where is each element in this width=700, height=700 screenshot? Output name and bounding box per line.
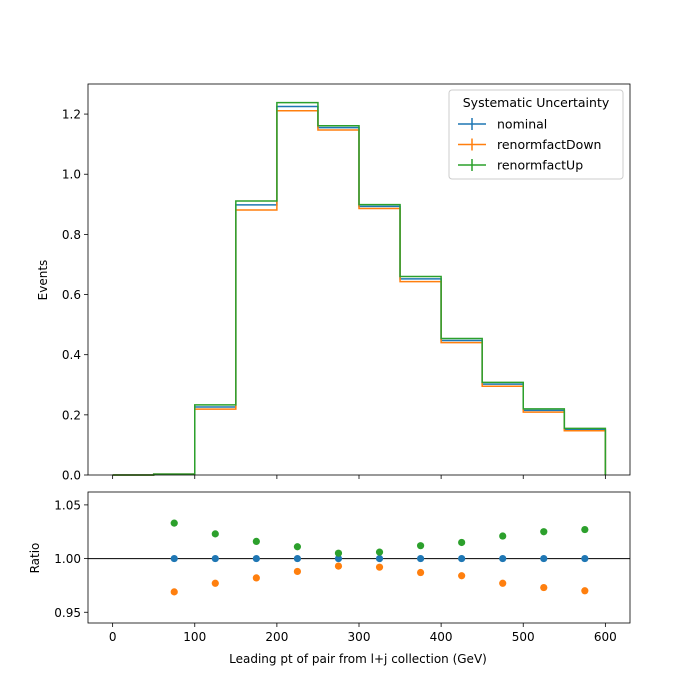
ratio-point-nominal	[416, 554, 425, 563]
ratio-point-nominal	[581, 554, 589, 563]
main-y-ticks: 0.0 0.2 0.4 0.6 0.8 1.0 1.2	[62, 108, 88, 483]
ratio-point-nominal	[499, 554, 507, 563]
main-y-tick-label: 0.0	[62, 469, 81, 483]
legend: Systematic Uncertainty nominal renormfact…	[448, 89, 624, 180]
legend-frame	[448, 89, 624, 180]
ratio-x-tick-label: 500	[512, 630, 535, 644]
ratio-point-renormfactUp	[170, 519, 178, 527]
main-y-tick-label: 0.4	[62, 348, 81, 362]
ratio-point-renormfactDown	[416, 568, 425, 577]
ratio-point-nominal	[252, 554, 260, 563]
legend-label-nominal: nominal	[497, 117, 547, 132]
ratio-y-tick-label: 1.00	[54, 552, 81, 566]
ratio-point-renormfactDown	[458, 572, 466, 580]
ratio-x-tick-label: 200	[265, 630, 288, 644]
legend-entries: nominal renormfactDown renormfactUp	[458, 117, 601, 173]
main-y-tick-label: 0.6	[62, 288, 81, 302]
ratio-point-renormfactDown	[293, 567, 302, 576]
ratio-point-renormfactUp	[540, 528, 548, 536]
ratio-point-nominal	[375, 554, 384, 563]
ratio-point-renormfactDown	[252, 574, 260, 582]
ratio-point-nominal	[540, 554, 548, 563]
ratio-point-renormfactUp	[499, 532, 507, 540]
ratio-point-renormfactUp	[293, 543, 302, 551]
ratio-point-nominal	[211, 554, 219, 563]
ratio-point-renormfactUp	[458, 538, 466, 547]
main-y-tick-label: 1.2	[62, 108, 81, 122]
ratio-point-nominal	[458, 554, 466, 563]
ratio-point-renormfactDown	[499, 579, 507, 587]
ratio-x-tick-label: 0	[109, 630, 117, 644]
ratio-point-renormfactUp	[581, 525, 589, 534]
ratio-point-nominal	[334, 554, 343, 563]
main-y-axis-label: Events	[36, 260, 50, 301]
main-y-tick-label: 1.0	[62, 168, 81, 182]
ratio-point-nominal	[293, 554, 302, 563]
ratio-point-renormfactDown	[581, 587, 589, 595]
ratio-y-tick-label: 1.05	[54, 498, 81, 512]
main-series-group	[112, 101, 607, 476]
legend-title: Systematic Uncertainty	[463, 95, 610, 110]
ratio-point-renormfactDown	[334, 562, 343, 570]
legend-label-renormfactUp: renormfactUp	[497, 158, 583, 173]
ratio-x-tick-label: 100	[183, 630, 206, 644]
x-axis-label: Leading pt of pair from l+j collection (…	[229, 652, 487, 666]
ratio-y-axis-label: Ratio	[28, 543, 42, 574]
ratio-point-renormfactUp	[252, 537, 260, 545]
ratio-series-group	[88, 519, 630, 596]
ratio-y-ticks: 0.95 1.00 1.05	[54, 498, 88, 620]
ratio-x-tick-label: 300	[348, 630, 371, 644]
ratio-y-tick-label: 0.95	[54, 606, 81, 620]
main-x-ticks	[112, 475, 606, 479]
main-panel: 0.0 0.2 0.4 0.6 0.8 1.0 1.2 Events Systematic …	[36, 83, 631, 483]
main-y-tick-label: 0.8	[62, 228, 81, 242]
ratio-x-tick-label: 400	[430, 630, 453, 644]
ratio-point-renormfactUp	[334, 549, 343, 557]
main-y-tick-label: 0.2	[62, 408, 81, 422]
ratio-point-renormfactDown	[540, 583, 548, 592]
ratio-point-renormfactDown	[375, 563, 384, 571]
legend-label-renormfactDown: renormfactDown	[497, 137, 601, 152]
ratio-point-renormfactUp	[211, 530, 219, 538]
main-series-line-renormfactUp	[112, 101, 607, 476]
ratio-point-nominal	[170, 554, 178, 563]
ratio-x-ticks: 0 100 200 300 400 500 600	[109, 623, 617, 644]
ratio-point-renormfactDown	[211, 579, 219, 587]
ratio-point-renormfactUp	[375, 548, 384, 556]
ratio-panel: 0 100 200 300 400 500 600 0.95 1.00 1.05 Ratio L…	[28, 491, 631, 666]
ratio-x-tick-label: 600	[594, 630, 617, 644]
ratio-point-renormfactUp	[416, 542, 425, 550]
ratio-point-renormfactDown	[170, 588, 178, 596]
